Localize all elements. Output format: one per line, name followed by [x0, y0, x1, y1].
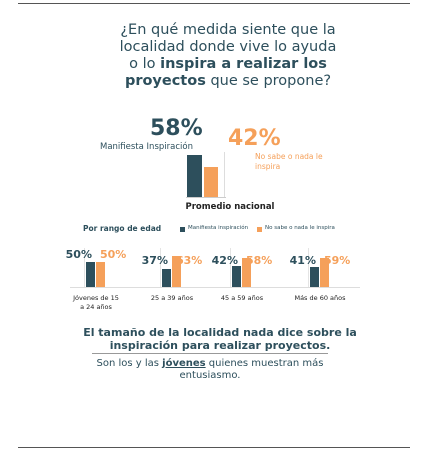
x-tick-label: 25 a 39 años	[150, 294, 194, 302]
bar	[320, 257, 329, 287]
bar	[172, 255, 181, 287]
bar	[242, 258, 251, 287]
axis-line	[186, 197, 226, 198]
x-tick-label: 45 a 59 años	[220, 294, 264, 302]
question-emphasis: inspira a realizar los proyectos	[124, 56, 327, 89]
axis-line	[84, 248, 85, 287]
note-text: quienes muestran más entusiasmo.	[179, 358, 324, 381]
bar	[96, 262, 105, 287]
value-label: 41%	[289, 254, 316, 267]
question-text: que se propone?	[205, 73, 332, 89]
question: ¿En qué medida siente que la localidad d…	[118, 22, 338, 90]
value-label: 50%	[65, 248, 92, 261]
note-text: Son los y las	[96, 358, 163, 369]
axis-line	[308, 248, 309, 287]
series-label: Manifiesta Inspiración	[100, 142, 193, 152]
value-label: 58%	[150, 116, 203, 141]
legend-label: No sabe o nada le inspira	[265, 225, 335, 231]
value-label: 42%	[211, 254, 238, 267]
legend-label: Manifiesta inspiración	[188, 225, 249, 231]
divider	[92, 353, 328, 354]
x-tick-label: Más de 60 años	[294, 294, 346, 302]
legend-swatch	[257, 227, 262, 232]
axis-line	[70, 287, 360, 288]
legend-swatch	[180, 227, 185, 232]
question-text: ¿En qué medida siente que la localidad d…	[119, 22, 337, 72]
axis-line	[224, 152, 225, 197]
chart-title: Por rango de edad	[83, 224, 162, 233]
value-label: 63%	[176, 254, 203, 267]
bar	[310, 266, 319, 287]
bar	[204, 166, 218, 197]
chart-title: Promedio nacional	[185, 202, 275, 212]
series-label: No sabe o nada le inspira	[255, 152, 323, 171]
note-emphasis: jóvenes	[162, 358, 206, 369]
bar	[86, 262, 95, 287]
value-label: 37%	[141, 254, 168, 267]
x-tick-label: Jóvenes de 15 a 24 años	[73, 294, 119, 311]
bottom-rule	[18, 447, 410, 448]
value-label: 58%	[246, 254, 273, 267]
top-rule	[18, 3, 410, 4]
bar	[187, 155, 202, 197]
value-label: 50%	[100, 248, 127, 261]
note: Son los y las jóvenes quienes muestran m…	[90, 358, 330, 382]
bar	[232, 266, 241, 287]
value-label: 59%	[324, 254, 351, 267]
conclusion: El tamaño de la localidad nada dice sobr…	[83, 326, 357, 352]
bar	[162, 268, 171, 287]
value-label: 42%	[228, 126, 281, 151]
axis-line	[230, 248, 231, 287]
axis-line	[160, 248, 161, 287]
